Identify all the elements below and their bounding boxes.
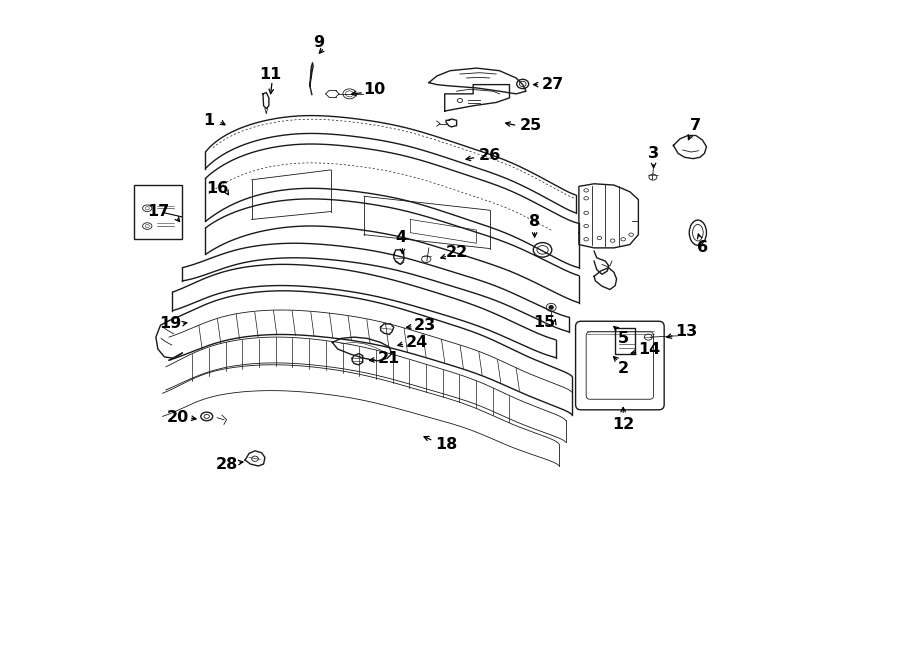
Text: 23: 23 xyxy=(414,318,436,332)
Text: 26: 26 xyxy=(479,148,500,163)
Ellipse shape xyxy=(549,305,554,309)
Text: 7: 7 xyxy=(690,118,701,133)
Text: 4: 4 xyxy=(395,231,406,245)
Text: 3: 3 xyxy=(648,146,659,161)
Text: 9: 9 xyxy=(313,36,325,50)
Text: 10: 10 xyxy=(363,82,385,97)
Text: 6: 6 xyxy=(697,241,708,255)
Text: 21: 21 xyxy=(378,351,400,366)
Text: 14: 14 xyxy=(638,342,661,356)
Text: 17: 17 xyxy=(147,204,169,219)
Bar xyxy=(616,328,635,354)
Bar xyxy=(134,185,182,239)
Text: 12: 12 xyxy=(612,417,634,432)
Text: 11: 11 xyxy=(259,67,282,81)
Text: 19: 19 xyxy=(159,317,182,331)
Text: 15: 15 xyxy=(533,315,555,330)
Text: 25: 25 xyxy=(519,118,542,133)
Text: 27: 27 xyxy=(541,77,563,92)
Text: 5: 5 xyxy=(617,331,629,346)
Text: 1: 1 xyxy=(203,114,214,128)
Text: 24: 24 xyxy=(406,335,428,350)
Text: 13: 13 xyxy=(676,325,698,339)
Text: 18: 18 xyxy=(436,437,458,451)
Text: 2: 2 xyxy=(617,362,629,376)
Text: 20: 20 xyxy=(166,410,189,425)
Text: 28: 28 xyxy=(215,457,238,471)
Text: 22: 22 xyxy=(446,245,468,260)
Text: 16: 16 xyxy=(206,181,229,196)
Text: 8: 8 xyxy=(529,214,540,229)
